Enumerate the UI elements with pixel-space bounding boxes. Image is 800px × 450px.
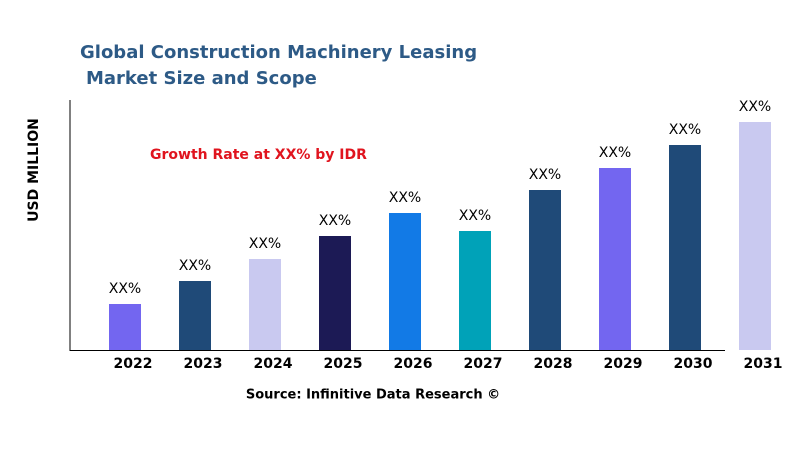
data-label: XX% (459, 208, 491, 224)
data-label: XX% (179, 258, 211, 274)
bar (319, 236, 351, 350)
chart-title: Market Size and Scope (86, 68, 317, 89)
bar (669, 145, 701, 350)
x-tick-label: 2030 (674, 356, 713, 372)
data-label: XX% (389, 190, 421, 206)
data-label: XX% (669, 122, 701, 138)
x-tick-label: 2025 (324, 356, 363, 372)
source: Source: Infinitive Data Research © (246, 388, 500, 403)
data-label: XX% (249, 236, 281, 252)
bar (599, 168, 631, 350)
data-label: XX% (109, 281, 141, 297)
data-label: XX% (319, 213, 351, 229)
bar (459, 231, 491, 350)
bar (739, 122, 771, 350)
x-tick-label: 2026 (394, 356, 433, 372)
bar (109, 304, 141, 350)
bar (529, 190, 561, 350)
x-tick-label: 2029 (604, 356, 643, 372)
x-tick-label: 2031 (744, 356, 783, 372)
x-tick-label: 2022 (114, 356, 153, 372)
x-tick-label: 2023 (184, 356, 223, 372)
data-label: XX% (529, 167, 561, 183)
annotation: Growth Rate at XX% by IDR (150, 147, 367, 163)
y-axis-label: USD MILLION (26, 118, 42, 222)
x-tick-label: 2028 (534, 356, 573, 372)
bar (249, 259, 281, 350)
x-tick-label: 2027 (464, 356, 503, 372)
data-label: XX% (599, 145, 631, 161)
bar (179, 281, 211, 350)
x-tick-label: 2024 (254, 356, 293, 372)
bar (389, 213, 421, 350)
data-label: XX% (739, 99, 771, 115)
chart-title: Global Construction Machinery Leasing (80, 42, 477, 63)
